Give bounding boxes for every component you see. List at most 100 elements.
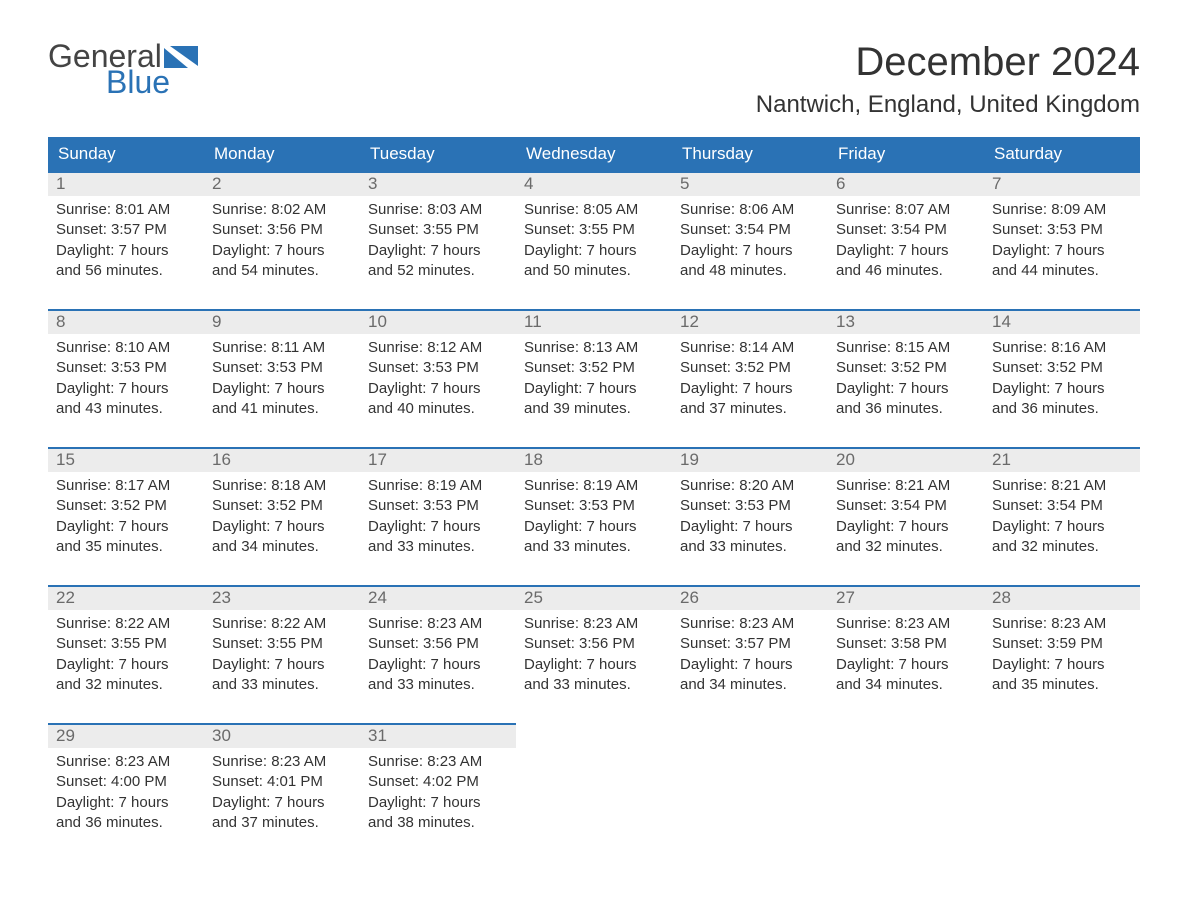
daylight-line2: and 35 minutes. [56,537,196,557]
calendar-body: 1Sunrise: 8:01 AMSunset: 3:57 PMDaylight… [48,171,1140,861]
sunrise-text: Sunrise: 8:03 AM [368,200,508,220]
sunset-text: Sunset: 3:55 PM [524,220,664,240]
sunrise-text: Sunrise: 8:21 AM [836,476,976,496]
daylight-line1: Daylight: 7 hours [992,379,1132,399]
daylight-line1: Daylight: 7 hours [680,655,820,675]
daylight-line2: and 36 minutes. [56,813,196,833]
day-number: 11 [516,309,672,334]
calendar-day: 8Sunrise: 8:10 AMSunset: 3:53 PMDaylight… [48,309,204,447]
daylight-line2: and 56 minutes. [56,261,196,281]
daylight-line1: Daylight: 7 hours [368,379,508,399]
day-number: 6 [828,171,984,196]
logo: General Blue [48,40,198,98]
calendar-day: 4Sunrise: 8:05 AMSunset: 3:55 PMDaylight… [516,171,672,309]
calendar-day: 11Sunrise: 8:13 AMSunset: 3:52 PMDayligh… [516,309,672,447]
calendar-day: 20Sunrise: 8:21 AMSunset: 3:54 PMDayligh… [828,447,984,585]
page-header: General Blue December 2024 Nantwich, Eng… [48,40,1140,119]
sunrise-text: Sunrise: 8:23 AM [680,614,820,634]
day-content: Sunrise: 8:14 AMSunset: 3:52 PMDaylight:… [672,334,828,419]
logo-text-blue: Blue [106,66,198,98]
sunset-text: Sunset: 3:53 PM [992,220,1132,240]
daylight-line2: and 46 minutes. [836,261,976,281]
day-number: 14 [984,309,1140,334]
day-number: 19 [672,447,828,472]
day-content: Sunrise: 8:23 AMSunset: 3:56 PMDaylight:… [516,610,672,695]
calendar-day: 30 Sunrise: 8:23 AMSunset: 4:01 PMDayligh… [204,723,360,861]
day-content: Sunrise: 8:19 AMSunset: 3:53 PMDaylight:… [360,472,516,557]
daylight-line2: and 33 minutes. [680,537,820,557]
daylight-line2: and 34 minutes. [212,537,352,557]
daylight-line2: and 38 minutes. [368,813,508,833]
day-content: Sunrise: 8:15 AMSunset: 3:52 PMDaylight:… [828,334,984,419]
sunrise-text: Sunrise: 8:23 AM [368,614,508,634]
daylight-line2: and 34 minutes. [680,675,820,695]
calendar-day: 17Sunrise: 8:19 AMSunset: 3:53 PMDayligh… [360,447,516,585]
daylight-line1: Daylight: 7 hours [836,379,976,399]
calendar-day: 27Sunrise: 8:23 AMSunset: 3:58 PMDayligh… [828,585,984,723]
day-content: Sunrise: 8:23 AMSunset: 3:59 PMDaylight:… [984,610,1140,695]
sunrise-text: Sunrise: 8:16 AM [992,338,1132,358]
day-content: Sunrise: 8:09 AMSunset: 3:53 PMDaylight:… [984,196,1140,281]
calendar-day: 23Sunrise: 8:22 AMSunset: 3:55 PMDayligh… [204,585,360,723]
calendar-day: 19Sunrise: 8:20 AMSunset: 3:53 PMDayligh… [672,447,828,585]
calendar-day: 25Sunrise: 8:23 AMSunset: 3:56 PMDayligh… [516,585,672,723]
day-number: 26 [672,585,828,610]
sunrise-text: Sunrise: 8:06 AM [680,200,820,220]
daylight-line2: and 37 minutes. [212,813,352,833]
sunset-text: Sunset: 4:01 PM [212,772,352,792]
daylight-line1: Daylight: 7 hours [368,793,508,813]
day-number: 1 [48,171,204,196]
daylight-line2: and 36 minutes. [992,399,1132,419]
calendar: SundayMondayTuesdayWednesdayThursdayFrid… [48,137,1140,861]
sunset-text: Sunset: 3:59 PM [992,634,1132,654]
calendar-day: 12Sunrise: 8:14 AMSunset: 3:52 PMDayligh… [672,309,828,447]
daylight-line1: Daylight: 7 hours [524,241,664,261]
sunrise-text: Sunrise: 8:23 AM [524,614,664,634]
sunrise-text: Sunrise: 8:23 AM [992,614,1132,634]
day-content: Sunrise: 8:07 AMSunset: 3:54 PMDaylight:… [828,196,984,281]
calendar-day: 13Sunrise: 8:15 AMSunset: 3:52 PMDayligh… [828,309,984,447]
calendar-day: 2Sunrise: 8:02 AMSunset: 3:56 PMDaylight… [204,171,360,309]
sunrise-text: Sunrise: 8:18 AM [212,476,352,496]
sunset-text: Sunset: 3:52 PM [524,358,664,378]
day-content: Sunrise: 8:23 AMSunset: 3:58 PMDaylight:… [828,610,984,695]
daylight-line1: Daylight: 7 hours [992,517,1132,537]
sunrise-text: Sunrise: 8:05 AM [524,200,664,220]
weekday-header: Tuesday [360,137,516,171]
day-content: Sunrise: 8:22 AMSunset: 3:55 PMDaylight:… [48,610,204,695]
day-number: 8 [48,309,204,334]
day-number: 18 [516,447,672,472]
day-content: Sunrise: 8:10 AMSunset: 3:53 PMDaylight:… [48,334,204,419]
day-number: 30 [204,723,360,748]
day-content: Sunrise: 8:16 AMSunset: 3:52 PMDaylight:… [984,334,1140,419]
daylight-line1: Daylight: 7 hours [56,655,196,675]
sunrise-text: Sunrise: 8:01 AM [56,200,196,220]
sunrise-text: Sunrise: 8:15 AM [836,338,976,358]
calendar-day: 7Sunrise: 8:09 AMSunset: 3:53 PMDaylight… [984,171,1140,309]
day-content: Sunrise: 8:20 AMSunset: 3:53 PMDaylight:… [672,472,828,557]
daylight-line1: Daylight: 7 hours [212,793,352,813]
sunrise-text: Sunrise: 8:11 AM [212,338,352,358]
daylight-line2: and 34 minutes. [836,675,976,695]
daylight-line2: and 40 minutes. [368,399,508,419]
day-content: Sunrise: 8:17 AMSunset: 3:52 PMDaylight:… [48,472,204,557]
sunset-text: Sunset: 3:55 PM [212,634,352,654]
sunset-text: Sunset: 4:00 PM [56,772,196,792]
sunset-text: Sunset: 3:52 PM [212,496,352,516]
weekday-header: Friday [828,137,984,171]
sunset-text: Sunset: 3:53 PM [368,358,508,378]
sunrise-text: Sunrise: 8:19 AM [524,476,664,496]
sunrise-text: Sunrise: 8:23 AM [212,752,352,772]
day-content: Sunrise: 8:19 AMSunset: 3:53 PMDaylight:… [516,472,672,557]
weekday-header: Sunday [48,137,204,171]
daylight-line2: and 36 minutes. [836,399,976,419]
sunset-text: Sunset: 3:57 PM [680,634,820,654]
daylight-line2: and 44 minutes. [992,261,1132,281]
day-content: Sunrise: 8:03 AMSunset: 3:55 PMDaylight:… [360,196,516,281]
daylight-line1: Daylight: 7 hours [212,655,352,675]
day-content: Sunrise: 8:23 AMSunset: 4:00 PMDaylight:… [48,748,204,833]
sunrise-text: Sunrise: 8:02 AM [212,200,352,220]
daylight-line1: Daylight: 7 hours [212,517,352,537]
title-block: December 2024 Nantwich, England, United … [756,40,1140,119]
day-number: 13 [828,309,984,334]
